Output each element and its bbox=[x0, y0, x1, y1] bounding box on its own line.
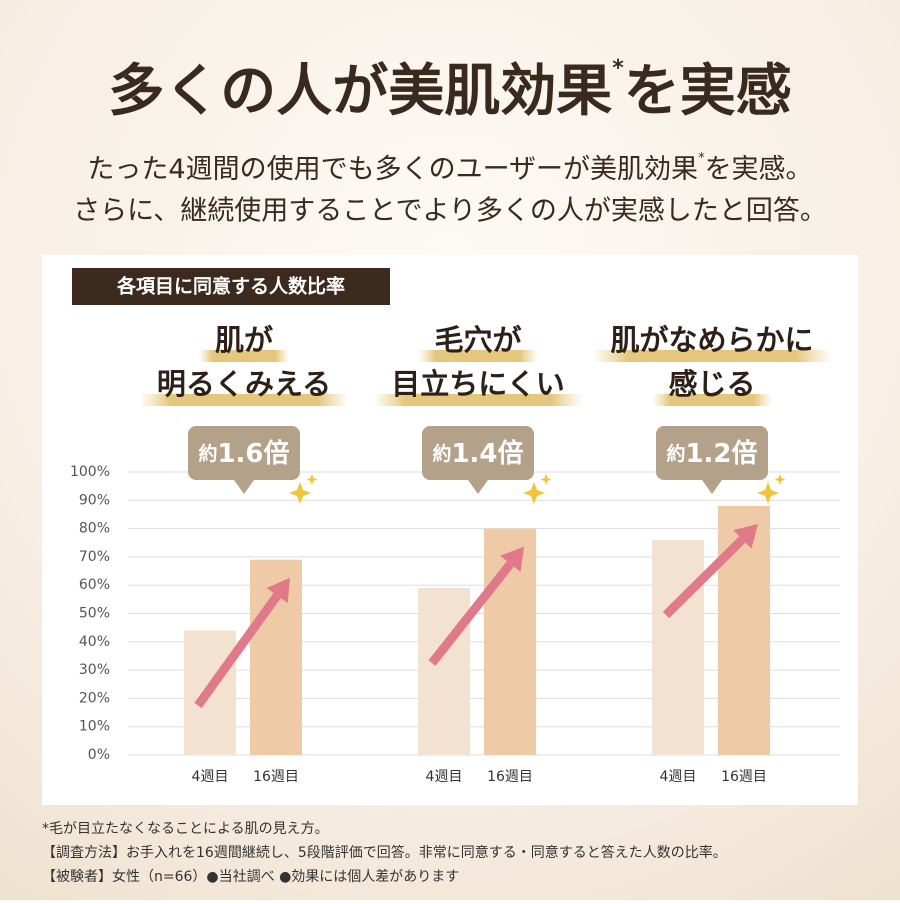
y-tick-label: 60% bbox=[79, 577, 110, 593]
bubble-pointer bbox=[702, 480, 722, 494]
bubble-pointer bbox=[468, 480, 488, 494]
title: 多くの人が美肌効果*を実感 bbox=[108, 56, 792, 124]
bubble bbox=[422, 426, 534, 480]
annotation-prefix: 約 bbox=[666, 442, 685, 465]
x-tick-label: 4週目 bbox=[192, 769, 229, 785]
subtitle: さらに、継続使用することでより多くの人が実感したと回答。 bbox=[73, 196, 827, 227]
chart: 0% 10% 20% 30% 40% 50% 60% 70% 80% 90% 100% 肌が明るくみえ… bbox=[70, 323, 840, 785]
y-tick-label: 30% bbox=[79, 662, 110, 678]
annotation-value: 1.4倍 bbox=[451, 438, 523, 469]
annotation-prefix: 約 bbox=[198, 442, 217, 465]
bubble-pointer bbox=[234, 480, 254, 494]
annotation-value: 1.2倍 bbox=[685, 438, 757, 469]
group-title: 目立ちにくい bbox=[391, 367, 564, 401]
title-highlight bbox=[418, 350, 538, 362]
arrow-head bbox=[500, 546, 524, 572]
footnote: 【被験者】女性（n=66）●当社調べ ●効果には個人差があります bbox=[42, 868, 459, 885]
group-title: 感じる bbox=[668, 367, 755, 401]
y-tick-label: 90% bbox=[79, 492, 110, 508]
title-highlight bbox=[139, 394, 349, 406]
arrow-shaft bbox=[428, 561, 514, 666]
annotation: 約1.2倍 bbox=[666, 438, 757, 469]
y-tick-label: 10% bbox=[79, 719, 110, 735]
annotation: 約1.4倍 bbox=[432, 438, 523, 469]
y-tick-label: 40% bbox=[79, 634, 110, 650]
arrow-head bbox=[733, 523, 758, 549]
title-highlight bbox=[373, 394, 583, 406]
bubble bbox=[188, 426, 300, 480]
y-tick-label: 100% bbox=[70, 464, 110, 480]
arrow-shaft bbox=[662, 536, 746, 619]
title-highlight bbox=[199, 350, 289, 362]
group-title: 肌が bbox=[215, 323, 273, 357]
y-tick-label: 80% bbox=[79, 521, 110, 537]
subtitle: たった4週間の使用でも多くのユーザーが美肌効果*を実感。 bbox=[87, 151, 812, 185]
title-highlight bbox=[592, 350, 832, 362]
bubble bbox=[656, 426, 768, 480]
y-tick-label: 0% bbox=[88, 747, 110, 763]
group-title: 肌がなめらかに bbox=[610, 323, 813, 357]
y-tick-label: 20% bbox=[79, 690, 110, 706]
group-title: 明るくみえる bbox=[157, 367, 331, 401]
title-highlight bbox=[652, 394, 772, 406]
x-tick-label: 16週目 bbox=[253, 769, 299, 785]
y-tick-label: 50% bbox=[79, 606, 110, 622]
footnote: 【調査方法】お手入れを16週間継続し、5段階評価で回答。非常に同意する・同意する… bbox=[42, 844, 727, 861]
bar bbox=[718, 505, 770, 755]
annotation: 約1.6倍 bbox=[198, 438, 289, 469]
arrow-shaft bbox=[194, 592, 281, 709]
arrow-head bbox=[266, 577, 290, 604]
label-box bbox=[72, 268, 390, 305]
group-title: 毛穴が bbox=[434, 323, 521, 357]
annotation-value: 1.6倍 bbox=[217, 438, 289, 469]
x-tick-label: 4週目 bbox=[660, 769, 697, 785]
x-tick-label: 4週目 bbox=[426, 769, 463, 785]
x-tick-label: 16週目 bbox=[721, 769, 767, 785]
bar bbox=[652, 539, 704, 755]
footnote: *毛が目立たなくなることによる肌の見え方。 bbox=[42, 821, 329, 837]
annotation-prefix: 約 bbox=[432, 442, 451, 465]
chart-label: 各項目に同意する人数比率 bbox=[116, 275, 345, 298]
y-tick-label: 70% bbox=[79, 549, 110, 565]
bar bbox=[418, 588, 470, 755]
x-tick-label: 16週目 bbox=[487, 769, 533, 785]
